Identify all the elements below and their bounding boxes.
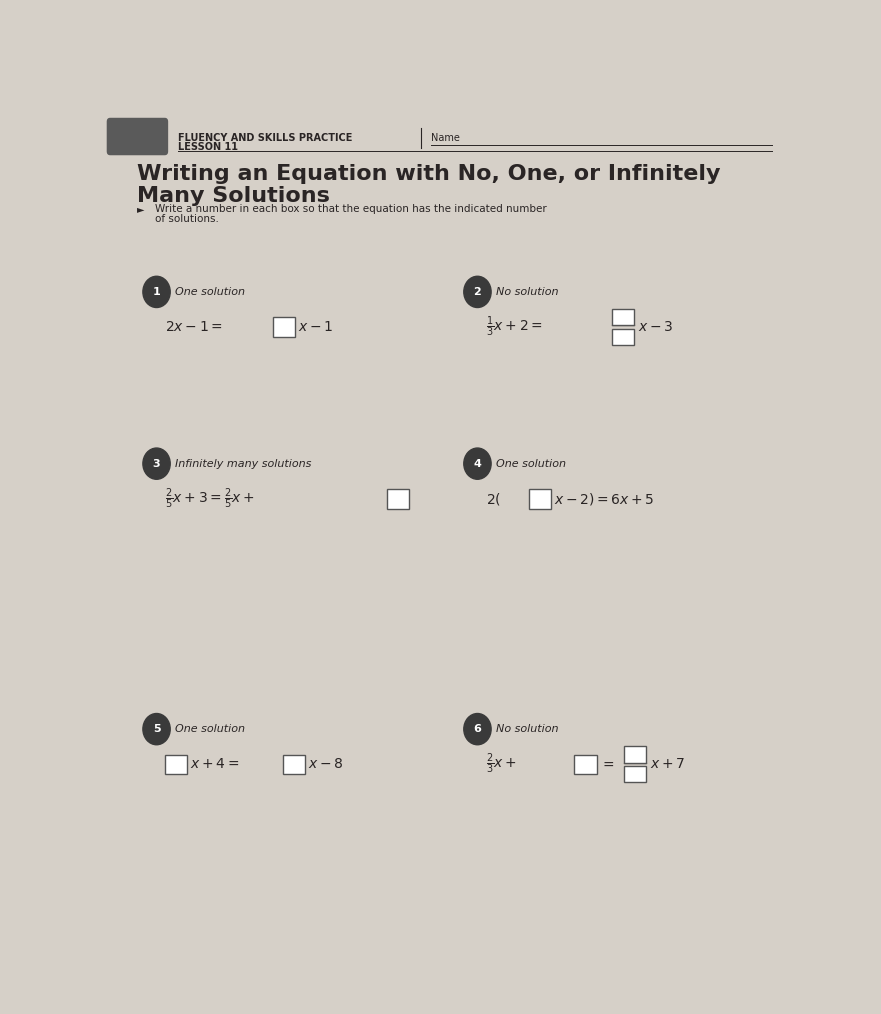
Text: $\frac{2}{3}x + $: $\frac{2}{3}x + $ (485, 752, 516, 777)
FancyBboxPatch shape (165, 754, 188, 774)
Circle shape (463, 276, 491, 307)
Text: $x + 4 = $: $x + 4 = $ (190, 757, 240, 772)
Text: Many Solutions: Many Solutions (137, 186, 330, 206)
FancyBboxPatch shape (529, 489, 552, 509)
FancyBboxPatch shape (283, 754, 306, 774)
Text: 4: 4 (473, 458, 481, 468)
Text: 6: 6 (473, 724, 481, 734)
Text: No solution: No solution (496, 287, 559, 297)
Text: Name: Name (431, 133, 460, 143)
Text: One solution: One solution (175, 724, 245, 734)
Text: of solutions.: of solutions. (154, 214, 218, 224)
Circle shape (143, 276, 170, 307)
Text: $= $: $= $ (600, 757, 615, 772)
Text: $\frac{2}{5}x + 3 = \frac{2}{5}x + $: $\frac{2}{5}x + 3 = \frac{2}{5}x + $ (165, 487, 255, 511)
FancyBboxPatch shape (107, 118, 168, 155)
FancyBboxPatch shape (624, 746, 646, 763)
Text: $x + 7$: $x + 7$ (649, 757, 685, 772)
Text: ►: ► (137, 204, 145, 214)
Text: $x - 3$: $x - 3$ (638, 320, 673, 334)
FancyBboxPatch shape (574, 754, 597, 774)
Text: FLUENCY AND SKILLS PRACTICE: FLUENCY AND SKILLS PRACTICE (178, 133, 352, 143)
Text: $x - 1$: $x - 1$ (298, 320, 333, 334)
Circle shape (463, 448, 491, 480)
Text: 3: 3 (152, 458, 160, 468)
Circle shape (143, 448, 170, 480)
Text: $2($: $2($ (485, 491, 500, 507)
FancyBboxPatch shape (612, 329, 634, 345)
Circle shape (463, 714, 491, 744)
Text: $2x - 1 = $: $2x - 1 = $ (165, 320, 223, 334)
Text: $x - 8$: $x - 8$ (308, 757, 344, 772)
Text: No solution: No solution (496, 724, 559, 734)
FancyBboxPatch shape (612, 309, 634, 325)
Text: 1: 1 (152, 287, 160, 297)
Text: Write a number in each box so that the equation has the indicated number: Write a number in each box so that the e… (154, 204, 546, 214)
Text: One solution: One solution (496, 458, 566, 468)
Text: LESSON 11: LESSON 11 (178, 142, 239, 152)
Text: 2: 2 (474, 287, 481, 297)
Text: One solution: One solution (175, 287, 245, 297)
Text: Infinitely many solutions: Infinitely many solutions (175, 458, 311, 468)
FancyBboxPatch shape (272, 317, 295, 337)
Circle shape (143, 714, 170, 744)
Text: Writing an Equation with No, One, or Infinitely: Writing an Equation with No, One, or Inf… (137, 164, 721, 184)
FancyBboxPatch shape (387, 489, 409, 509)
Text: 5: 5 (152, 724, 160, 734)
Text: $\frac{1}{3}x + 2 = $: $\frac{1}{3}x + 2 = $ (485, 315, 543, 340)
Text: $x - 2) = 6x + 5$: $x - 2) = 6x + 5$ (554, 491, 655, 507)
FancyBboxPatch shape (624, 766, 646, 783)
